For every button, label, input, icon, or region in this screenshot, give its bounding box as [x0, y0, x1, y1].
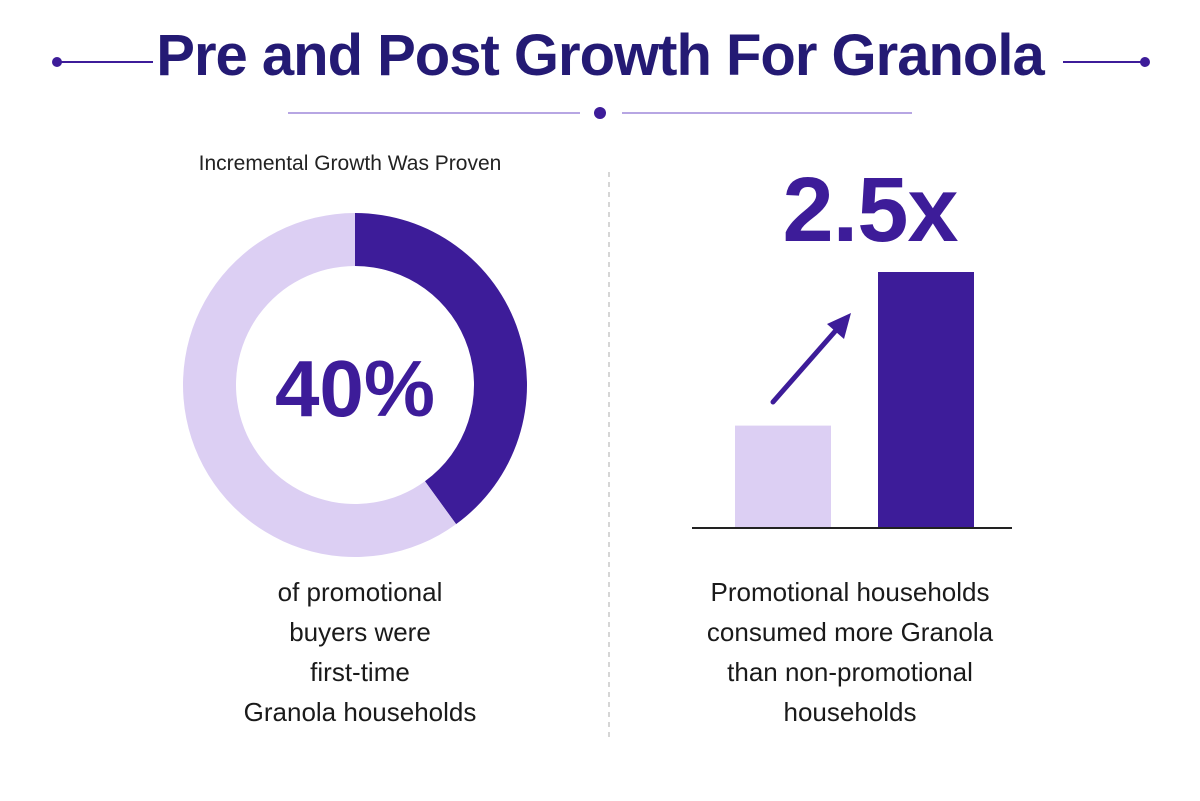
- caption-line: of promotional: [277, 577, 443, 607]
- bar-baseline-group: [735, 425, 831, 528]
- growth-arrow-icon: [770, 313, 851, 405]
- caption-line: Promotional households: [710, 577, 990, 607]
- page-title: Pre and Post Growth For Granola: [156, 23, 1044, 88]
- caption-line: consumed more Granola: [706, 617, 994, 647]
- title-rule-left-dot: [52, 57, 62, 67]
- title-rule-right-dot: [1140, 57, 1150, 67]
- caption-line: Granola households: [243, 697, 477, 727]
- growth-multiplier: 2.5x: [782, 159, 958, 261]
- caption-line: buyers were: [289, 617, 431, 647]
- underline-dot: [594, 107, 606, 119]
- donut-caption: of promotional buyers were first-time Gr…: [160, 572, 560, 732]
- bar-promotional-group: [878, 272, 974, 528]
- donut-center-value: 40%: [274, 344, 436, 433]
- donut-subtitle: Incremental Growth Was Proven: [198, 152, 502, 175]
- caption-line: first-time: [310, 657, 410, 687]
- donut-slice-remainder: [183, 213, 457, 557]
- bar-caption: Promotional households consumed more Gra…: [640, 572, 1060, 732]
- caption-line: than non-promotional: [727, 657, 973, 687]
- caption-line: households: [783, 697, 917, 727]
- donut-slice-highlight: [355, 213, 527, 525]
